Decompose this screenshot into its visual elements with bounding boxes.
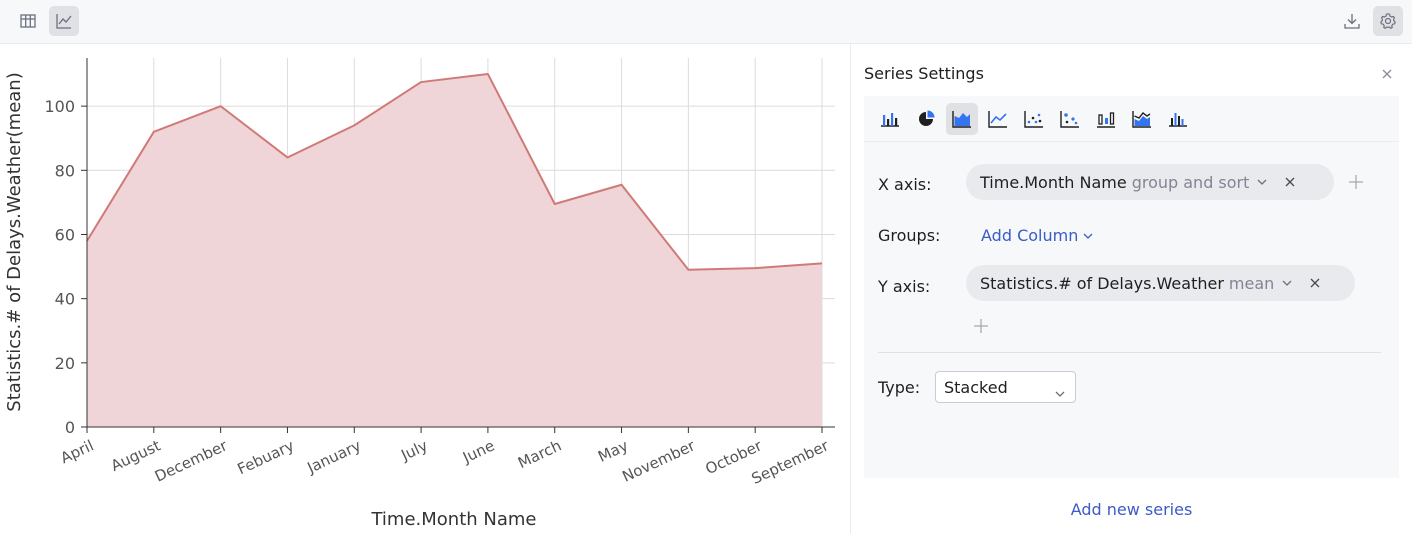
type-select[interactable]: Stacked bbox=[935, 371, 1076, 403]
x-tick-label: March bbox=[515, 436, 564, 472]
line-chart-icon bbox=[56, 14, 72, 29]
settings-button[interactable] bbox=[1373, 6, 1403, 36]
y-tick-label: 100 bbox=[44, 97, 75, 116]
y-tick-label: 60 bbox=[55, 225, 75, 244]
toolbar bbox=[0, 0, 1412, 44]
x-tick-label: December bbox=[152, 436, 231, 486]
remove-y-axis-button[interactable] bbox=[1310, 278, 1320, 288]
scatter-chart-icon bbox=[1024, 111, 1043, 128]
table-icon bbox=[20, 14, 36, 28]
histogram-chart-icon bbox=[1169, 113, 1187, 127]
stock-chart-icon bbox=[1097, 112, 1115, 128]
groups-label: Groups: bbox=[878, 226, 941, 245]
chart-type-stacked-area[interactable] bbox=[1126, 103, 1158, 135]
chart-type-selector bbox=[864, 96, 1399, 142]
stacked-area-chart-icon bbox=[1132, 111, 1151, 128]
remove-x-axis-button[interactable] bbox=[1285, 177, 1295, 187]
download-button[interactable] bbox=[1337, 6, 1367, 36]
chart-type-area[interactable] bbox=[946, 103, 978, 135]
line-chart-icon bbox=[988, 111, 1007, 128]
y-tick-label: 80 bbox=[55, 161, 75, 180]
y-axis-mode-dropdown[interactable] bbox=[1282, 280, 1292, 286]
series-settings-box: X axis: Time.Month Name group and sort G… bbox=[864, 96, 1399, 478]
x-tick-label: May bbox=[595, 436, 631, 465]
series-line bbox=[86, 73, 823, 271]
type-select-chevron bbox=[1055, 382, 1065, 401]
close-icon bbox=[1285, 177, 1295, 187]
add-x-axis-button[interactable] bbox=[1346, 172, 1366, 192]
x-tick-label: Febuary bbox=[235, 436, 297, 478]
bubble-chart-icon bbox=[1060, 111, 1079, 128]
panel-title: Series Settings bbox=[864, 64, 984, 83]
x-axis-title: Time.Month Name bbox=[370, 509, 536, 530]
x-tick-label: June bbox=[459, 436, 497, 467]
y-axis-mode[interactable]: mean bbox=[1228, 273, 1275, 293]
plus-icon bbox=[974, 319, 988, 333]
series-settings-panel: Series Settings bbox=[851, 44, 1412, 534]
x-axis-column-chip[interactable]: Time.Month Name group and sort bbox=[966, 164, 1334, 200]
type-label: Type: bbox=[878, 378, 921, 397]
x-tick-label: September bbox=[749, 436, 833, 488]
area-chart-icon bbox=[952, 111, 971, 128]
add-column-label: Add Column bbox=[981, 226, 1079, 245]
x-axis-mode-dropdown[interactable] bbox=[1257, 179, 1267, 185]
gear-icon bbox=[1380, 13, 1396, 29]
chart-type-bar[interactable] bbox=[874, 103, 906, 135]
pie-chart-icon bbox=[919, 110, 935, 126]
y-axis-label: Y axis: bbox=[878, 277, 931, 296]
add-group-column-button[interactable]: Add Column bbox=[981, 226, 1093, 245]
chart-type-pie[interactable] bbox=[910, 103, 942, 135]
chart-type-stock[interactable] bbox=[1090, 103, 1122, 135]
y-tick-label: 20 bbox=[55, 354, 75, 373]
panel-divider bbox=[850, 44, 851, 534]
x-tick-label: April bbox=[58, 436, 97, 467]
series-area bbox=[87, 74, 822, 427]
download-icon bbox=[1344, 14, 1360, 29]
close-panel-button[interactable] bbox=[1377, 64, 1397, 84]
type-select-value: Stacked bbox=[944, 377, 1008, 397]
y-axis-column-chip[interactable]: Statistics.# of Delays.Weather mean bbox=[966, 265, 1355, 301]
x-axis-mode[interactable]: group and sort bbox=[1131, 172, 1250, 192]
chevron-down-icon bbox=[1257, 179, 1267, 185]
y-tick-label: 0 bbox=[65, 418, 75, 437]
y-axis-column: Statistics.# of Delays.Weather bbox=[980, 273, 1224, 293]
chart-type-scatter[interactable] bbox=[1018, 103, 1050, 135]
add-new-series-link[interactable]: Add new series bbox=[1070, 500, 1193, 519]
chart-view-button[interactable] bbox=[49, 6, 79, 36]
chart-type-bubble[interactable] bbox=[1054, 103, 1086, 135]
close-icon bbox=[1382, 69, 1392, 79]
close-icon bbox=[1310, 278, 1320, 288]
x-tick-label: January bbox=[304, 436, 364, 477]
add-y-axis-button[interactable] bbox=[971, 316, 991, 336]
x-tick-label: July bbox=[398, 436, 431, 464]
chart-type-histogram[interactable] bbox=[1162, 103, 1194, 135]
plus-icon bbox=[1349, 175, 1363, 189]
chevron-down-icon bbox=[1282, 280, 1292, 286]
x-axis-column: Time.Month Name bbox=[980, 172, 1127, 192]
chevron-down-icon bbox=[1055, 391, 1065, 397]
settings-divider bbox=[878, 352, 1381, 353]
y-tick-label: 40 bbox=[55, 290, 75, 309]
x-tick-label: November bbox=[619, 436, 698, 486]
table-view-button[interactable] bbox=[13, 6, 43, 36]
y-axis-title: Statistics.# of Delays.Weather(mean) bbox=[4, 72, 25, 411]
chart-area: 0 20 40 60 80 100 April August December Febuary Ja… bbox=[0, 44, 850, 534]
chevron-down-icon bbox=[1083, 233, 1093, 239]
chart-type-line[interactable] bbox=[982, 103, 1014, 135]
x-axis-label: X axis: bbox=[878, 175, 932, 194]
bar-chart-icon bbox=[881, 113, 899, 127]
